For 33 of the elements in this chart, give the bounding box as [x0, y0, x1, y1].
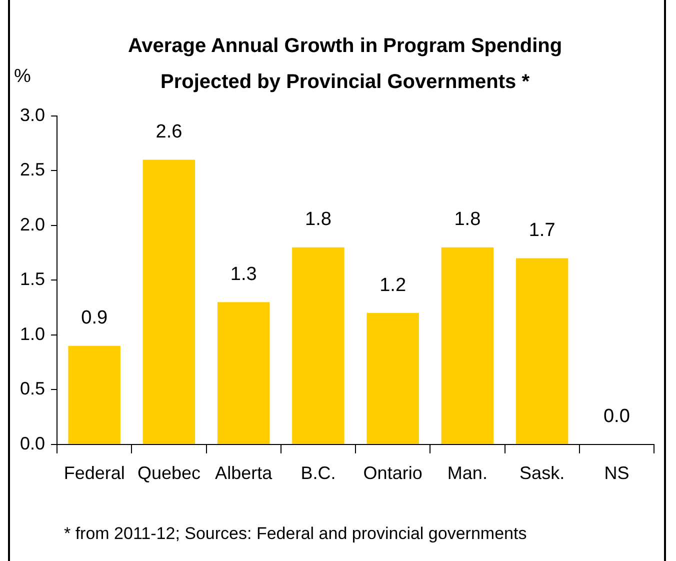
bar [516, 258, 568, 444]
x-tick-label: Federal [64, 463, 125, 484]
bar [441, 247, 494, 444]
bar [366, 313, 419, 444]
x-tick-label: Ontario [363, 463, 422, 484]
x-tick-label: Man. [447, 463, 488, 484]
bar [68, 346, 120, 444]
y-tick-label: 2.0 [20, 214, 46, 234]
x-tick-label: B.C. [300, 463, 336, 484]
x-tick-label: Quebec [137, 463, 200, 484]
y-tick-label: 3.0 [20, 104, 46, 125]
x-tick-label: Alberta [215, 463, 274, 484]
y-tick-label: 0.0 [20, 433, 46, 454]
data-label: 1.8 [304, 209, 332, 230]
x-tick-label: Sask. [520, 463, 565, 484]
y-tick-label: 1.5 [20, 269, 46, 290]
y-axis-title: % [14, 66, 31, 88]
bar [142, 160, 196, 444]
data-label: 1.2 [380, 274, 406, 296]
data-label: 1.7 [528, 220, 556, 242]
text: * from 2011-12; Sources: Federal and provincial governments [64, 524, 527, 544]
y-tick-label: 2.5 [20, 160, 46, 180]
data-label: 0.0 [603, 406, 630, 428]
bar [292, 247, 344, 444]
data-label: 0.9 [81, 308, 108, 329]
x-tick-label: NS [604, 463, 630, 484]
bar [217, 302, 270, 444]
y-tick-label: 1.0 [20, 324, 46, 344]
data-label: 2.6 [156, 122, 182, 143]
y-tick-label: 0.5 [20, 378, 46, 399]
data-label: 1.8 [454, 209, 481, 230]
chart-title: Average Annual Growth in Program Spending Projected by Provincial Governments * [126, 34, 564, 95]
data-label: 1.3 [230, 264, 257, 285]
